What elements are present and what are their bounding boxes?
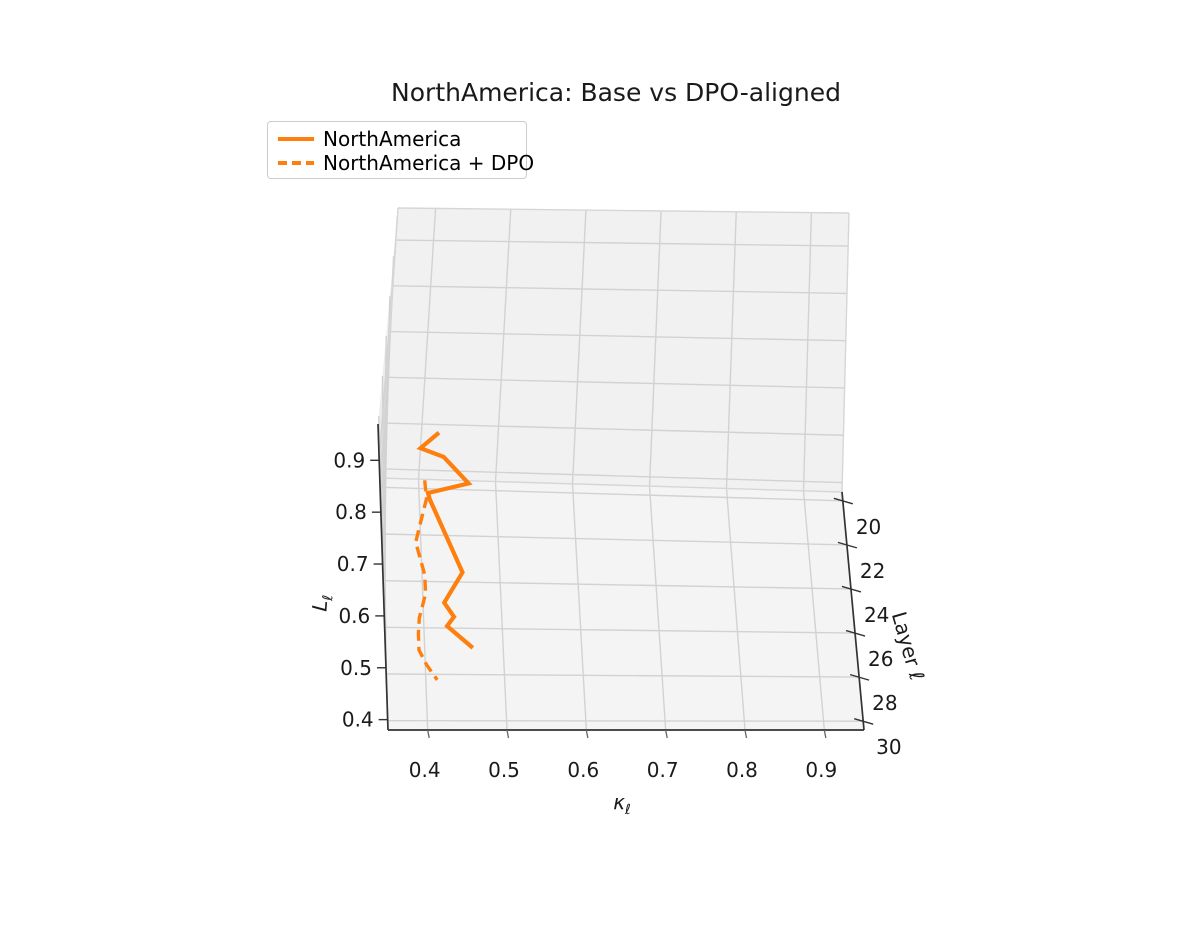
z-axis-spine <box>377 423 389 731</box>
x-tick-label: 0.6 <box>567 758 599 782</box>
grid-line-x-floor <box>648 486 667 731</box>
z-tick-label: 0.4 <box>342 708 374 732</box>
z-tick-label: 0.8 <box>335 500 367 524</box>
pane-edge-top <box>397 207 850 214</box>
x-tick-mark <box>665 729 668 739</box>
x-axis-label: κℓ <box>582 790 662 818</box>
y-tick-label: 22 <box>860 559 885 583</box>
grid-line-y-floor <box>387 719 864 722</box>
x-tick-label: 0.4 <box>409 758 441 782</box>
pane-edge-wall-floor <box>379 477 843 493</box>
legend-solid-line-icon <box>278 137 314 141</box>
grid-line-y-floor <box>383 579 851 590</box>
grid-line-y-floor <box>384 626 856 634</box>
legend: NorthAmerica NorthAmerica + DPO <box>267 121 534 179</box>
x-tick-mark <box>823 729 827 739</box>
pane-edge-back-left <box>379 207 399 479</box>
x-tick-label: 0.5 <box>488 758 520 782</box>
x-tick-mark <box>744 729 748 739</box>
y-tick-mark <box>841 585 862 593</box>
y-tick-label: 28 <box>872 691 897 715</box>
grid-line-z-wall <box>395 239 849 247</box>
legend-entry-dpo: NorthAmerica + DPO <box>278 151 534 175</box>
grid-line-x-wall <box>802 212 813 491</box>
base-series-line <box>416 430 475 650</box>
grid-line-y-floor <box>380 486 843 502</box>
grid-line-x-floor <box>494 481 508 731</box>
x-tick-mark <box>506 729 510 739</box>
dpo-series-line <box>413 480 439 681</box>
y-tick-label: 20 <box>856 515 881 539</box>
z-axis-label-main: L <box>307 599 333 613</box>
z-axis-label-sub: ℓ <box>320 594 337 602</box>
grid-line-y-floor <box>381 533 847 546</box>
grid-line-z-wall <box>386 376 845 389</box>
legend-dashed-line-icon <box>278 161 314 165</box>
grid-line-x-wall <box>725 211 737 489</box>
grid-lines <box>378 208 864 731</box>
grid-line-x-floor <box>725 488 746 731</box>
y-tick-mark <box>833 497 854 505</box>
y-axis-spine <box>841 491 865 731</box>
y-tick-label: 24 <box>864 603 889 627</box>
grid-line-z-wall <box>392 285 847 295</box>
chart-title: NorthAmerica: Base vs DPO-aligned <box>391 78 841 107</box>
z-tick-label: 0.6 <box>338 604 370 628</box>
z-axis-label: Lℓ <box>306 580 337 626</box>
y-tick-label: 26 <box>868 647 893 671</box>
grid-line-x-wall <box>417 208 437 480</box>
legend-label-base: NorthAmerica <box>323 127 462 151</box>
x-tick-label: 0.7 <box>647 758 679 782</box>
pane-floor <box>380 478 864 730</box>
x-tick-mark <box>427 729 430 739</box>
grid-line-x-wall <box>571 210 587 484</box>
axis-ticks-and-labels: 0.4 0.5 0.6 0.7 0.8 0.9 20 22 24 26 28 30 0.4 0.5 0.6 0… <box>333 448 901 782</box>
grid-line-y-floor <box>386 673 860 678</box>
x-tick-label: 0.9 <box>805 758 837 782</box>
grid-line-z-wall <box>383 422 844 436</box>
grid-line-x-floor <box>802 490 826 731</box>
grid-line-x-floor <box>571 483 588 731</box>
z-tick-label: 0.9 <box>333 448 365 472</box>
x-tick-mark <box>585 729 589 739</box>
y-tick-label: 30 <box>876 735 901 759</box>
pane-back-wall <box>380 208 849 492</box>
pane-edge-back-right <box>841 212 850 493</box>
x-tick-label: 0.8 <box>726 758 758 782</box>
x-axis-label-main: κ <box>613 790 625 814</box>
axis-spines <box>377 423 865 731</box>
grid-line-x-wall <box>494 209 512 482</box>
z-tick-label: 0.7 <box>337 552 369 576</box>
x-axis-label-sub: ℓ <box>625 802 631 818</box>
legend-entry-base: NorthAmerica <box>278 127 526 151</box>
z-tick-label: 0.5 <box>340 656 372 680</box>
grid-line-x-wall <box>648 210 662 487</box>
y-tick-mark <box>849 673 870 681</box>
legend-label-dpo: NorthAmerica + DPO <box>323 151 535 175</box>
grid-line-z-wall <box>389 330 846 342</box>
y-tick-mark <box>845 629 866 637</box>
y-tick-mark <box>837 541 858 549</box>
y-tick-mark <box>853 718 874 725</box>
